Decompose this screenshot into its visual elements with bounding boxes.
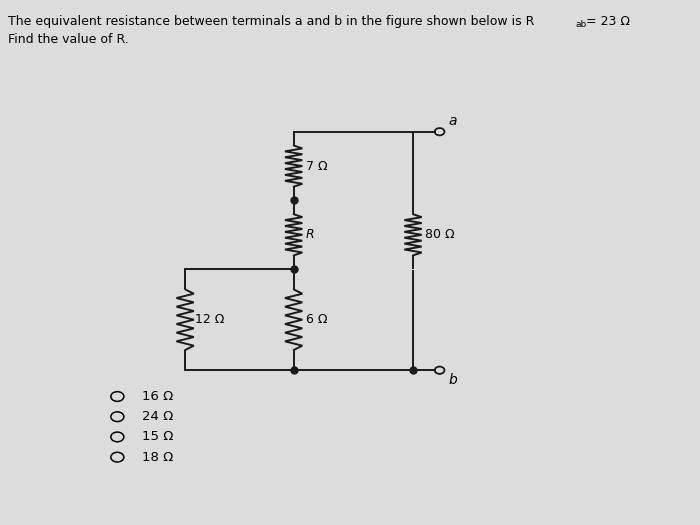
Text: The equivalent resistance between terminals a and b in the figure shown below is: The equivalent resistance between termin…: [8, 15, 534, 28]
Text: 12 Ω: 12 Ω: [195, 313, 224, 326]
Text: ab: ab: [575, 20, 587, 29]
Text: 80 Ω: 80 Ω: [425, 228, 454, 242]
Text: 18 Ω: 18 Ω: [141, 450, 173, 464]
Text: = 23 Ω: = 23 Ω: [582, 15, 630, 28]
Text: a: a: [449, 114, 457, 129]
Text: 24 Ω: 24 Ω: [141, 410, 173, 423]
Text: R: R: [306, 228, 314, 242]
Text: 7 Ω: 7 Ω: [306, 160, 327, 173]
Text: 16 Ω: 16 Ω: [141, 390, 173, 403]
Text: 6 Ω: 6 Ω: [306, 313, 327, 326]
Text: Find the value of R.: Find the value of R.: [8, 33, 129, 46]
Text: b: b: [449, 373, 458, 387]
Text: 15 Ω: 15 Ω: [141, 430, 173, 444]
